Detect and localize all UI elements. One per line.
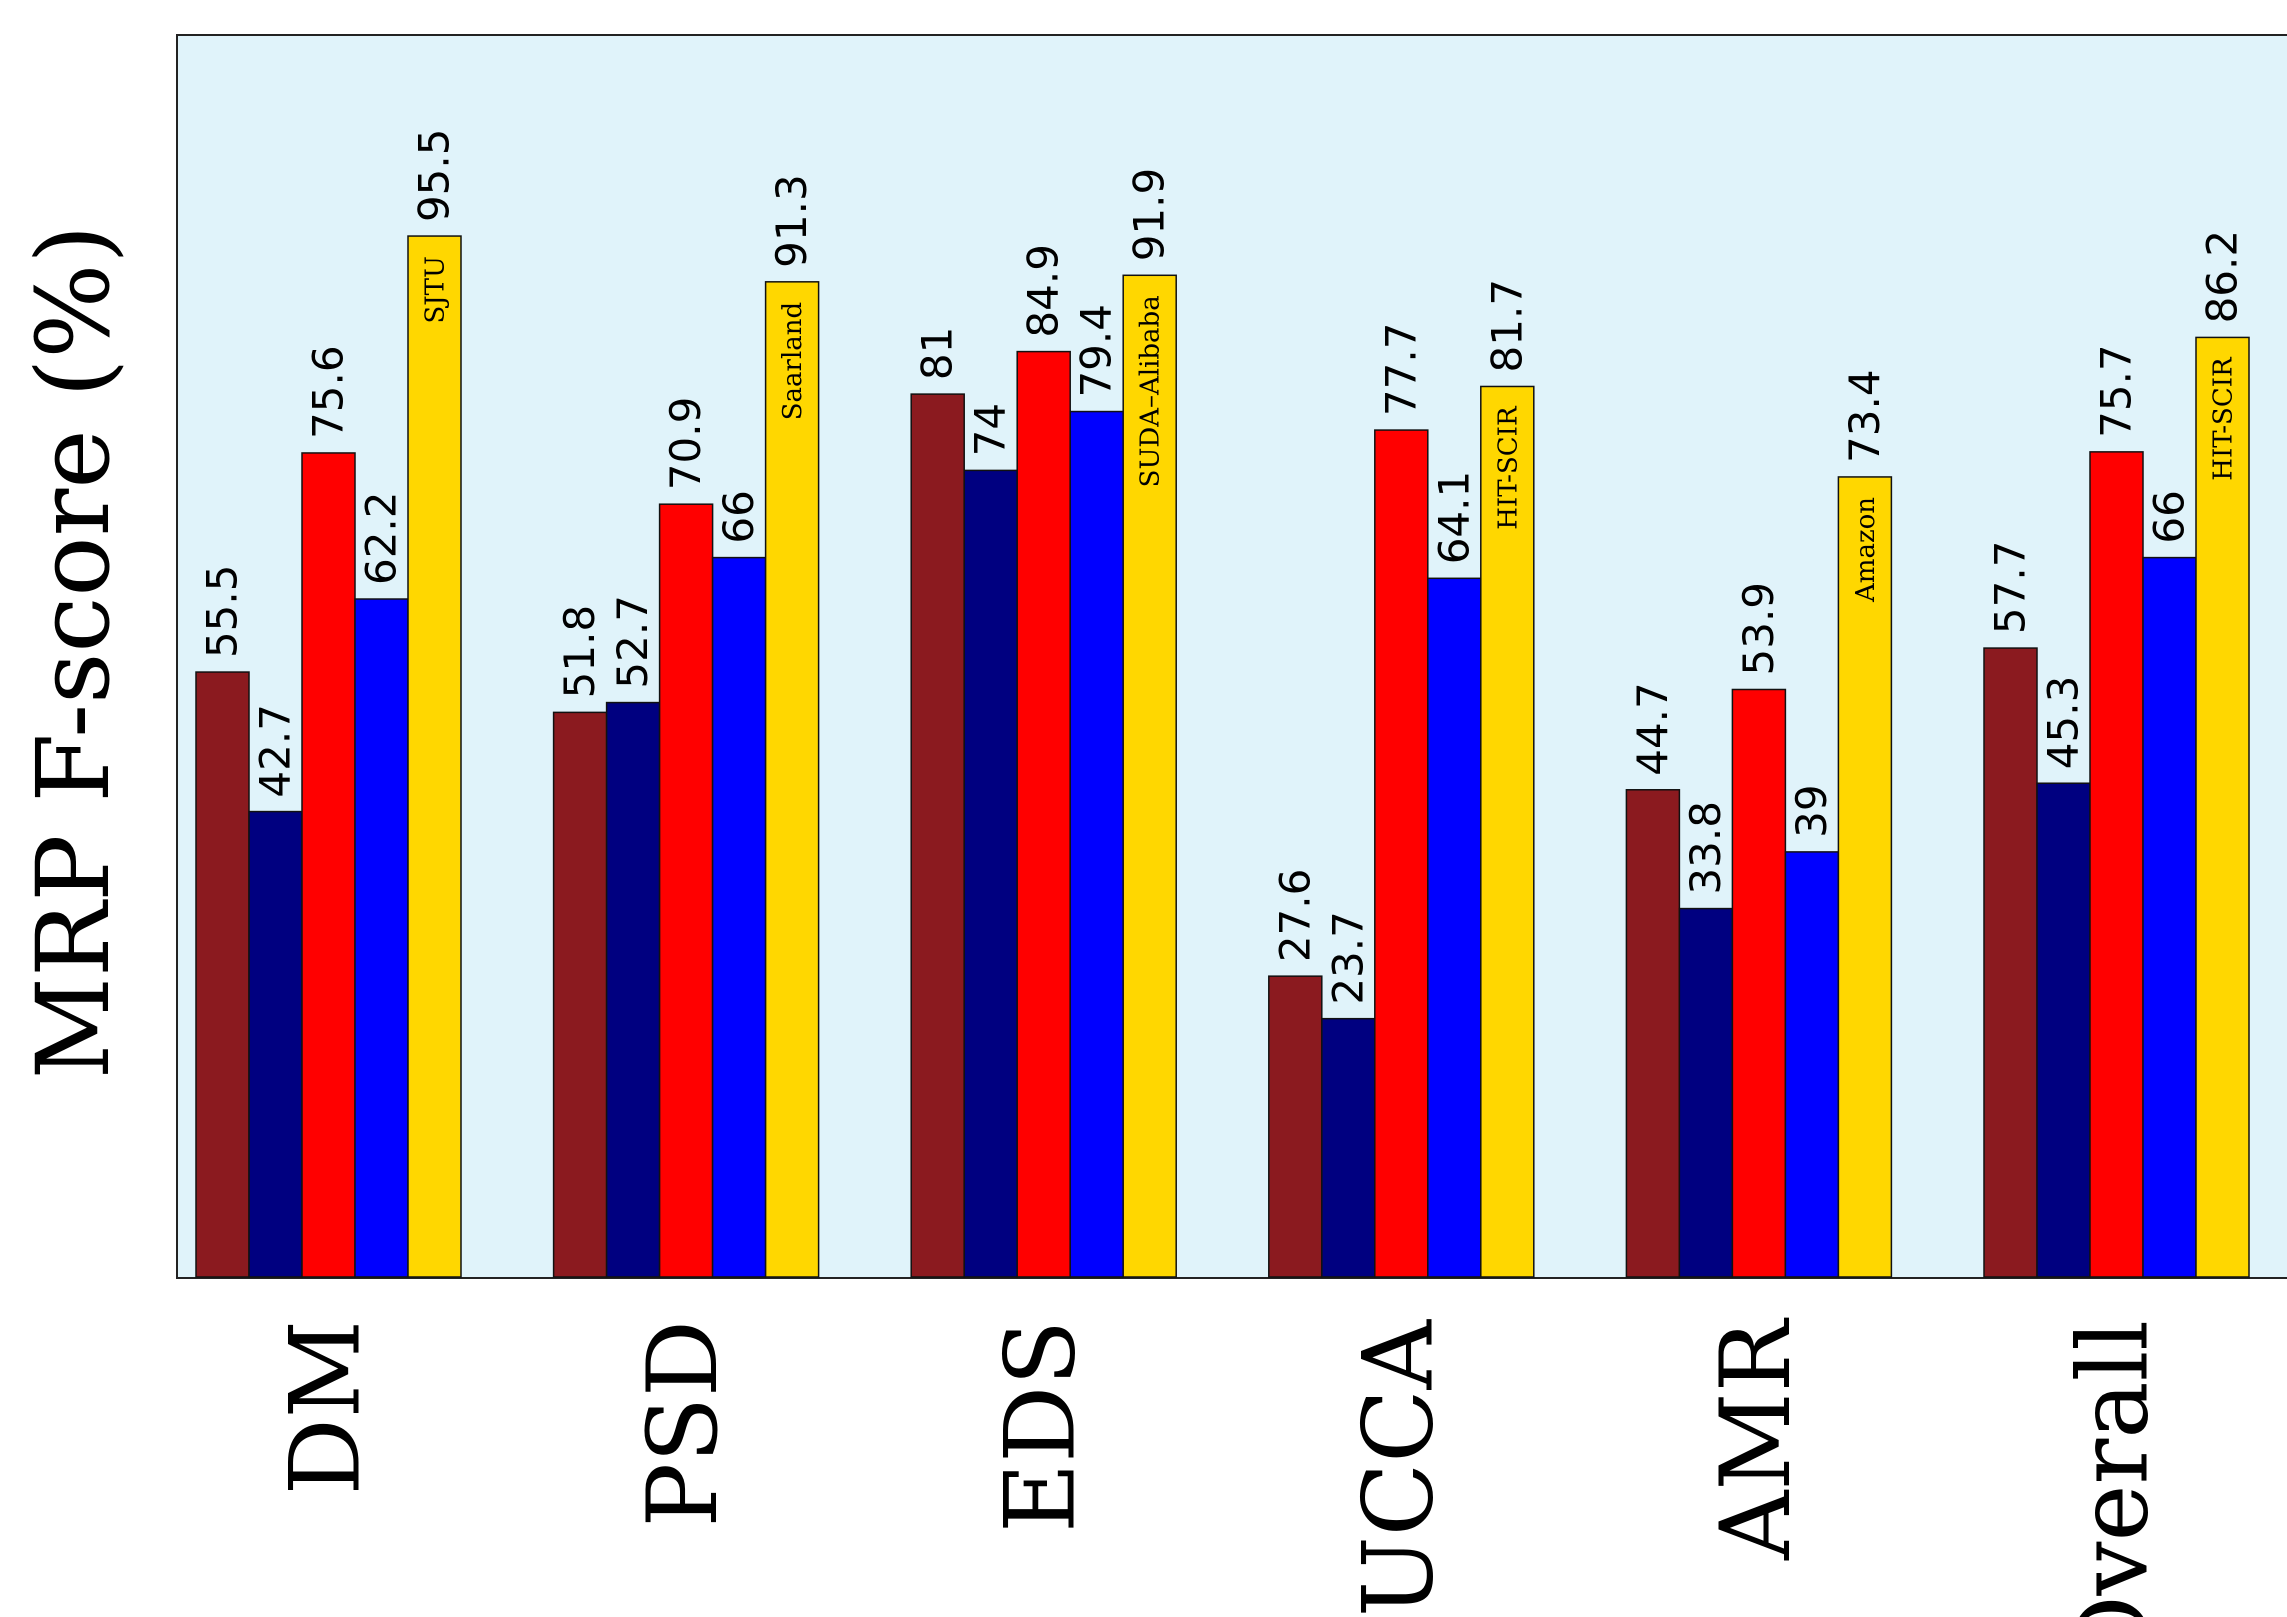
category-label-overall: Overall <box>2058 1320 2170 1617</box>
category-label-ucca: UCCA <box>1342 1318 1454 1617</box>
value-label-overall-series-2: 45.3 <box>2039 676 2088 770</box>
bar-amr-series-2 <box>1678 907 1734 1278</box>
value-label-eds-series-5: 91.9 <box>1125 168 1174 262</box>
bar-eds-series-3 <box>1016 350 1071 1278</box>
bar-eds-series-4 <box>1069 410 1124 1278</box>
bar-psd-series-1 <box>552 711 608 1278</box>
bar-ucca-series-2 <box>1321 1017 1376 1278</box>
bar-psd-series-4 <box>711 556 767 1278</box>
bar-eds-series-2 <box>963 469 1018 1278</box>
bar-psd-series-3 <box>658 503 714 1278</box>
bar-dm-series-4 <box>354 598 409 1278</box>
best-system-label-amr: Amazon <box>1851 497 1881 603</box>
bar-ucca-series-1 <box>1268 975 1323 1278</box>
best-system-label-ucca: HIT-SCIR <box>1493 405 1523 530</box>
value-label-eds-series-1: 81 <box>913 327 962 380</box>
value-label-psd-series-4: 66 <box>714 490 763 543</box>
category-label-psd: PSD <box>627 1320 739 1527</box>
value-label-overall-series-3: 75.7 <box>2092 344 2141 438</box>
value-label-ucca-series-2: 23.7 <box>1323 911 1372 1005</box>
value-label-psd-series-5: 91.3 <box>767 174 816 268</box>
bar-psd-series-2 <box>605 701 661 1278</box>
value-label-dm-series-2: 42.7 <box>251 704 300 798</box>
category-labels: DM PSD EDS UCCA AMR Overall <box>270 1317 2170 1617</box>
bar-dm-series-3 <box>301 452 356 1278</box>
bars-layer <box>195 235 2250 1278</box>
bar-psd-series-5 <box>764 281 820 1278</box>
y-axis-title: MRP F-score (%) <box>15 225 132 1080</box>
value-label-ucca-series-4: 64.1 <box>1429 471 1478 565</box>
value-label-amr-series-4: 39 <box>1787 784 1836 837</box>
bar-ucca-series-3 <box>1374 429 1429 1278</box>
value-label-overall-series-5: 86.2 <box>2198 230 2247 324</box>
category-label-amr: AMR <box>1700 1317 1812 1561</box>
value-label-overall-series-1: 57.7 <box>1986 541 2035 635</box>
value-label-dm-series-3: 75.6 <box>304 345 353 439</box>
value-label-amr-series-2: 33.8 <box>1681 801 1730 895</box>
value-label-psd-series-3: 70.9 <box>661 397 710 491</box>
category-label-dm: DM <box>270 1320 382 1495</box>
bar-overall-series-3 <box>2089 451 2144 1278</box>
plot-area <box>176 34 2287 1279</box>
bar-overall-series-4 <box>2142 556 2197 1278</box>
value-label-amr-series-1: 44.7 <box>1628 682 1677 776</box>
bar-dm-series-2 <box>248 810 303 1278</box>
bar-dm-series-5 <box>407 235 462 1278</box>
bar-overall-series-1 <box>1983 647 2038 1278</box>
bar-ucca-series-4 <box>1427 577 1482 1278</box>
value-label-psd-series-2: 52.7 <box>608 595 657 689</box>
value-label-amr-series-5: 73.4 <box>1840 369 1889 463</box>
value-label-ucca-series-1: 27.6 <box>1270 869 1319 963</box>
value-label-dm-series-5: 95.5 <box>410 129 459 223</box>
bar-amr-series-1 <box>1625 789 1681 1278</box>
value-label-dm-series-4: 62.2 <box>357 492 406 586</box>
bar-overall-series-5 <box>2195 336 2250 1278</box>
value-label-psd-series-1: 51.8 <box>555 605 604 699</box>
bar-ucca-series-5 <box>1480 385 1535 1278</box>
value-label-eds-series-4: 79.4 <box>1072 304 1121 398</box>
bar-eds-series-5 <box>1122 274 1177 1278</box>
bar-amr-series-5 <box>1837 476 1893 1278</box>
best-system-label-psd: Saarland <box>778 302 808 420</box>
best-system-label-dm: SJTU <box>421 256 451 324</box>
bar-overall-series-2 <box>2036 782 2091 1278</box>
bar-eds-series-1 <box>910 393 965 1278</box>
value-label-eds-series-3: 84.9 <box>1019 244 1068 338</box>
best-system-label-overall: HIT-SCIR <box>2209 356 2239 481</box>
value-label-eds-series-2: 74 <box>966 403 1015 456</box>
best-system-label-eds: SUDA–Alibaba <box>1136 295 1166 487</box>
value-label-dm-series-1: 55.5 <box>198 565 247 659</box>
value-label-amr-series-3: 53.9 <box>1734 582 1783 676</box>
category-label-eds: EDS <box>985 1320 1097 1533</box>
bar-amr-series-4 <box>1784 851 1840 1278</box>
bar-dm-series-1 <box>195 671 250 1278</box>
value-label-overall-series-4: 66 <box>2145 490 2194 543</box>
value-label-ucca-series-5: 81.7 <box>1482 279 1531 373</box>
bar-amr-series-3 <box>1731 688 1787 1278</box>
value-label-ucca-series-3: 77.7 <box>1376 323 1425 417</box>
